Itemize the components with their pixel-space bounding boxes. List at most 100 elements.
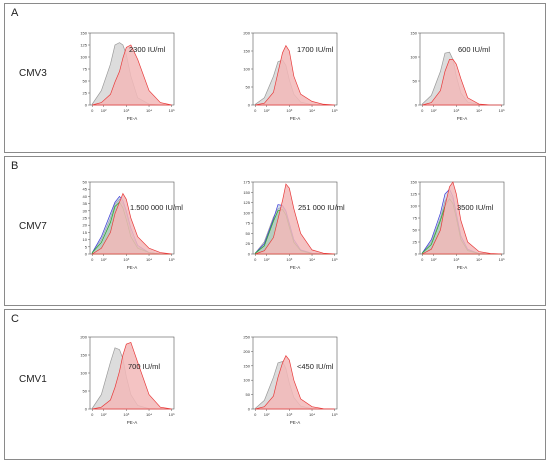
histogram-plot: 0 25 50 75 100 125 150 0 10² 10³ 10⁴ 10⁵ PE-A bbox=[70, 27, 180, 122]
y-tick-label: 250 bbox=[243, 335, 250, 340]
y-tick-label: 200 bbox=[80, 335, 87, 340]
histogram-svg: 0 50 100 150 0 10² 10³ 10⁴ 10⁵ PE-A bbox=[410, 31, 505, 122]
y-tick-label: 100 bbox=[410, 55, 417, 60]
x-tick-label: 10⁴ bbox=[476, 108, 482, 113]
x-tick-label: 10³ bbox=[123, 257, 129, 262]
row-label: CMV3 bbox=[19, 68, 47, 79]
y-tick-label: 0 bbox=[85, 407, 88, 412]
y-tick-label: 100 bbox=[80, 371, 87, 376]
histogram-svg: 0 25 50 75 100 125 150 0 10² 10³ 10⁴ 10⁵ PE-A bbox=[80, 31, 175, 122]
concentration-label: 3500 IU/ml bbox=[457, 203, 494, 212]
x-axis-label: PE-A bbox=[127, 116, 138, 121]
x-tick-label: 10⁵ bbox=[499, 108, 505, 113]
histogram-svg: 0 50 100 150 200 0 10² 10³ 10⁴ 10⁵ PE-A bbox=[80, 335, 175, 426]
histogram-plot: 0 25 50 75 100 125 150 175 0 10² 10³ 10⁴ 10⁵ PE-A bbox=[233, 176, 343, 271]
x-tick-label: 0 bbox=[91, 257, 94, 262]
y-tick-label: 150 bbox=[243, 363, 250, 368]
histogram-svg: 0 25 50 75 100 125 150 175 0 10² 10³ 10⁴ 10⁵ PE-A bbox=[243, 180, 338, 271]
concentration-label: 700 IU/ml bbox=[128, 362, 161, 371]
y-tick-label: 75 bbox=[83, 67, 88, 72]
y-tick-label: 20 bbox=[83, 223, 88, 228]
x-tick-label: 10³ bbox=[286, 257, 292, 262]
x-tick-label: 10² bbox=[264, 108, 270, 113]
x-tick-label: 10² bbox=[264, 412, 270, 417]
concentration-label: 1700 IU/ml bbox=[297, 45, 334, 54]
x-tick-label: 10³ bbox=[123, 412, 129, 417]
x-tick-label: 0 bbox=[254, 412, 257, 417]
y-tick-label: 50 bbox=[83, 79, 88, 84]
row-label: CMV7 bbox=[19, 221, 47, 232]
x-tick-label: 10³ bbox=[123, 108, 129, 113]
y-tick-label: 100 bbox=[243, 378, 250, 383]
x-axis-label: PE-A bbox=[290, 116, 301, 121]
histogram-plot: 0 50 100 150 0 10² 10³ 10⁴ 10⁵ PE-A bbox=[400, 27, 510, 122]
x-tick-label: 0 bbox=[421, 108, 424, 113]
y-tick-label: 125 bbox=[243, 200, 250, 205]
x-tick-label: 10² bbox=[101, 257, 107, 262]
histogram-plot: 0 50 100 150 200 250 0 10² 10³ 10⁴ 10⁵ PE-A bbox=[233, 331, 343, 426]
y-tick-label: 0 bbox=[85, 103, 88, 108]
x-tick-label: 10⁵ bbox=[332, 257, 338, 262]
histogram-plot: 0 25 50 75 100 125 150 0 10² 10³ 10⁴ 10⁵ PE-A bbox=[400, 176, 510, 271]
y-tick-label: 25 bbox=[83, 216, 88, 221]
y-tick-label: 150 bbox=[80, 353, 87, 358]
y-tick-label: 10 bbox=[83, 237, 88, 242]
x-tick-label: 0 bbox=[254, 257, 257, 262]
y-tick-label: 40 bbox=[83, 194, 88, 199]
x-axis-label: PE-A bbox=[457, 265, 468, 270]
x-tick-label: 10⁵ bbox=[169, 412, 175, 417]
y-tick-label: 25 bbox=[413, 240, 418, 245]
y-tick-label: 200 bbox=[243, 349, 250, 354]
histogram-svg: 0 5 10 15 20 25 30 35 40 45 50 0 10² 10³ 10⁴ 10⁵ PE-A bbox=[83, 180, 176, 271]
y-tick-label: 150 bbox=[410, 180, 417, 185]
y-tick-label: 25 bbox=[246, 241, 251, 246]
y-tick-label: 50 bbox=[246, 231, 251, 236]
y-tick-label: 75 bbox=[413, 216, 418, 221]
x-tick-label: 10⁵ bbox=[169, 257, 175, 262]
x-tick-label: 0 bbox=[254, 108, 257, 113]
x-tick-label: 10⁴ bbox=[309, 412, 315, 417]
y-tick-label: 0 bbox=[85, 252, 88, 257]
x-axis-label: PE-A bbox=[457, 116, 468, 121]
x-tick-label: 10³ bbox=[286, 412, 292, 417]
x-tick-label: 10⁵ bbox=[169, 108, 175, 113]
y-tick-label: 50 bbox=[413, 79, 418, 84]
x-tick-label: 10⁴ bbox=[146, 108, 152, 113]
histogram-svg: 0 25 50 75 100 125 150 0 10² 10³ 10⁴ 10⁵ PE-A bbox=[410, 180, 505, 271]
y-tick-label: 50 bbox=[83, 389, 88, 394]
concentration-label: 1.500 000 IU/ml bbox=[130, 203, 183, 212]
x-tick-label: 10⁴ bbox=[309, 257, 315, 262]
x-axis-label: PE-A bbox=[127, 420, 138, 425]
y-tick-label: 0 bbox=[415, 103, 418, 108]
sample-histogram bbox=[92, 341, 172, 410]
concentration-label: 600 IU/ml bbox=[458, 45, 491, 54]
sample-histogram bbox=[255, 44, 335, 106]
concentration-label: 2300 IU/ml bbox=[129, 45, 166, 54]
x-tick-label: 10² bbox=[101, 412, 107, 417]
y-tick-label: 0 bbox=[248, 407, 251, 412]
histogram-plot: 0 5 10 15 20 25 30 35 40 45 50 0 10² 10³ 10⁴ 10⁵ PE-A bbox=[70, 176, 180, 271]
panel-letter: C bbox=[11, 313, 19, 325]
sample-histogram bbox=[91, 192, 172, 255]
y-tick-label: 200 bbox=[243, 31, 250, 36]
sample-histogram bbox=[255, 355, 335, 410]
y-tick-label: 150 bbox=[80, 31, 87, 36]
y-tick-label: 30 bbox=[83, 208, 88, 213]
y-tick-label: 100 bbox=[243, 67, 250, 72]
x-tick-label: 10⁴ bbox=[476, 257, 482, 262]
y-tick-label: 0 bbox=[248, 252, 251, 257]
x-tick-label: 10⁴ bbox=[146, 257, 152, 262]
y-tick-label: 35 bbox=[83, 201, 88, 206]
x-tick-label: 10⁵ bbox=[499, 257, 505, 262]
x-axis-label: PE-A bbox=[127, 265, 138, 270]
x-tick-label: 0 bbox=[91, 108, 94, 113]
x-tick-label: 10² bbox=[431, 108, 437, 113]
y-tick-label: 50 bbox=[246, 392, 251, 397]
y-tick-label: 175 bbox=[243, 180, 250, 185]
x-axis-label: PE-A bbox=[290, 265, 301, 270]
concentration-label: 251 000 IU/ml bbox=[298, 203, 345, 212]
y-tick-label: 100 bbox=[80, 55, 87, 60]
y-tick-label: 125 bbox=[410, 192, 417, 197]
y-tick-label: 15 bbox=[83, 230, 88, 235]
y-tick-label: 150 bbox=[243, 190, 250, 195]
